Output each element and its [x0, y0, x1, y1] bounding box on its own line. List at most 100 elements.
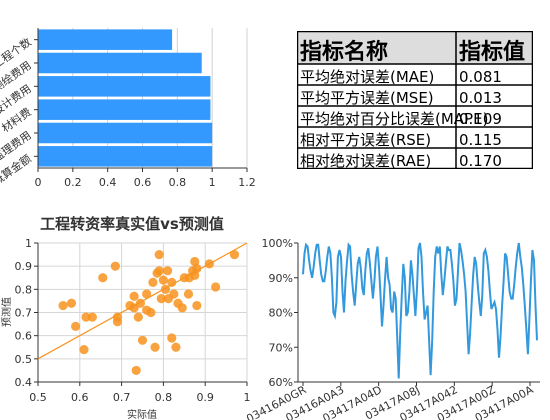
line-y-tick-label: 100% [262, 237, 293, 250]
bar-x-tick-label: 1.2 [238, 176, 256, 189]
bar [38, 76, 211, 97]
scatter-point [154, 249, 164, 260]
scatter-y-tick-label: 1 [25, 237, 32, 250]
bar-x-tick-label: 0.8 [169, 176, 187, 189]
scatter-point [150, 342, 160, 352]
scatter-y-tick-label: 0.4 [15, 376, 33, 389]
scatter-point [131, 365, 141, 376]
scatter-point [162, 266, 173, 276]
scatter-point [160, 284, 171, 294]
scatter-point [71, 321, 81, 331]
scatter-x-tick-labels: 0.5 0.6 0.7 0.8 0.9 1 [29, 391, 250, 404]
scatter-point [135, 298, 146, 308]
scatter-point [129, 291, 139, 301]
bar [38, 52, 202, 74]
scatter-point [66, 298, 77, 308]
scatter-x-axis-label: 实际值 [127, 408, 157, 420]
scatter-point [211, 282, 221, 292]
scatter-point [190, 256, 200, 267]
scatter-point [156, 294, 166, 304]
line-axes [294, 242, 540, 386]
scatter-y-tick-label: 0.8 [15, 283, 33, 296]
scatter-point [154, 266, 164, 276]
scatter-point [110, 261, 120, 271]
table-cell-name: 平均绝对误差(MAE) [300, 68, 434, 86]
scatter-point [158, 275, 168, 285]
scatter-title: 工程转资率真实值vs预测值 [40, 215, 224, 233]
scatter-point [112, 317, 123, 327]
scatter-point [142, 289, 152, 299]
line-y-tick-labels: 60% 70% 80% 90% 100% [262, 237, 293, 389]
table-grid-lines [297, 31, 533, 169]
bar-grid [37, 28, 248, 168]
bar [38, 99, 211, 120]
scatter-point [171, 342, 181, 352]
line-y-tick-label: 80% [269, 307, 293, 320]
line-y-tick-label: 60% [269, 376, 293, 389]
bar-axes [34, 28, 248, 172]
scatter-y-tick-label: 0.7 [15, 307, 33, 320]
scatter-point [177, 303, 187, 313]
scatter-point [79, 344, 89, 355]
bar-x-tick-label: 0.2 [64, 176, 82, 189]
scatter-x-tick-label: 0.9 [196, 391, 214, 404]
bar-x-tick-label: 0.6 [134, 176, 152, 189]
table-border [297, 31, 533, 169]
scatter-point [192, 263, 202, 274]
bar-x-tick-labels: 0 0.2 0.4 0.6 0.8 1 1.2 [35, 176, 256, 189]
scatter-point [98, 273, 108, 283]
scatter-point [133, 312, 143, 322]
scatter-point [148, 277, 158, 287]
line-y-tick-label: 70% [269, 341, 293, 354]
scatter-point [204, 259, 214, 269]
table-cell-value: 0.115 [459, 131, 502, 149]
scatter-point [87, 312, 97, 322]
table-cell-name: 平均绝对百分比误差(MAPE) [300, 110, 488, 128]
scatter-point [169, 289, 179, 299]
scatter-x-tick-label: 0.8 [155, 391, 173, 404]
scatter-point [190, 270, 200, 281]
scatter-x-tick-label: 1 [244, 391, 251, 404]
table-cell-name: 平均平方误差(MSE) [300, 89, 434, 107]
scatter-x-tick-label: 0.5 [29, 391, 47, 404]
scatter-y-axis-label: 预测值 [0, 297, 13, 327]
bar-series [38, 29, 213, 167]
scatter-point [137, 335, 148, 345]
table-cell-value: 0.081 [459, 68, 502, 86]
scatter-x-tick-label: 0.6 [71, 391, 89, 404]
table-cell-name: 相对绝对误差(RAE) [300, 152, 431, 169]
bar [38, 122, 213, 144]
scatter-point [192, 300, 202, 311]
table-cell-name: 相对平方误差(RSE) [300, 131, 431, 149]
table-header-value: 指标值 [459, 39, 525, 65]
scatter-grid [37, 242, 248, 383]
scatter-y-tick-labels: 0.4 0.5 0.6 0.7 0.8 0.9 1 [15, 237, 33, 389]
bar-x-tick-label: 1 [209, 176, 216, 189]
table-cell-value: 0.109 [459, 110, 502, 128]
scatter-y-tick-label: 0.9 [15, 260, 33, 273]
scatter-point [229, 249, 240, 260]
table-header-background [297, 31, 533, 64]
table-rows: 平均绝对误差(MAE) 0.081 平均平方误差(MSE) 0.013 平均绝对百分比误… [300, 68, 502, 169]
line-series [302, 242, 538, 379]
bar [38, 146, 213, 167]
scatter-points [58, 249, 240, 376]
scatter-point [183, 289, 194, 299]
scatter-point [167, 277, 177, 287]
scatter-point [58, 300, 68, 311]
metrics-table: 指标名称 指标值 平均绝对误差(MAE) 0.081 平均平方误差(MSE) 0.01… [297, 31, 533, 169]
table-cell-value: 0.170 [459, 152, 502, 169]
bar-x-tick-label: 0 [35, 176, 42, 189]
scatter-y-tick-label: 0.5 [15, 353, 33, 366]
scatter-y-tick-label: 0.6 [15, 330, 33, 343]
table-header-name: 指标名称 [300, 39, 388, 65]
table-cell-value: 0.013 [459, 89, 502, 107]
scatter-point [129, 303, 139, 313]
scatter-x-tick-label: 0.7 [113, 391, 131, 404]
scatter-point [167, 333, 177, 343]
bar-x-tick-label: 0.4 [99, 176, 117, 189]
bar [38, 29, 173, 50]
line-y-tick-label: 90% [269, 272, 293, 285]
